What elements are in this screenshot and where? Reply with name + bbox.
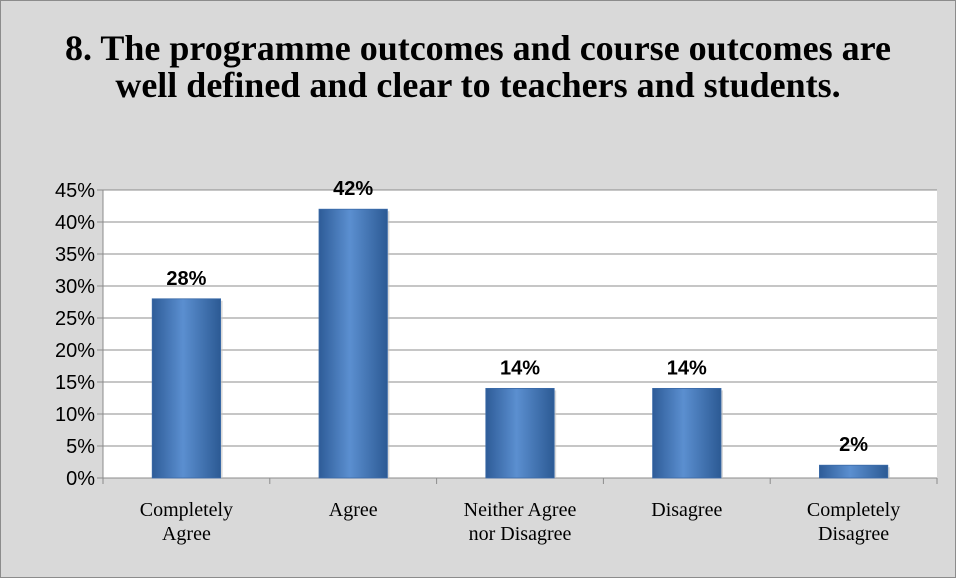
y-tick-label: 30% (55, 276, 95, 298)
chart-title: 8. The programme outcomes and course out… (65, 28, 891, 105)
category-label: Agree (329, 499, 378, 521)
data-label: 42% (333, 178, 373, 200)
data-labels: 28% 42% 14% 14% 2% (166, 178, 868, 456)
data-label: 14% (500, 357, 540, 379)
category-label: Completely (140, 499, 233, 521)
data-label: 28% (166, 268, 206, 290)
category-label: Agree (162, 523, 211, 545)
data-label: 2% (839, 434, 868, 456)
y-tick-label: 40% (55, 212, 95, 234)
y-tick-label: 45% (55, 180, 95, 202)
bars (151, 208, 890, 479)
category-label: Disagree (651, 499, 722, 521)
y-tick-label: 25% (55, 308, 95, 330)
y-tick-label: 20% (55, 340, 95, 362)
y-tick-labels: 0% 5% 10% 15% 20% 25% 30% 35% 40% 45% (55, 180, 95, 490)
bar (318, 208, 388, 479)
category-label: Completely (807, 499, 900, 521)
y-tick-label: 10% (55, 404, 95, 426)
bar (485, 387, 555, 479)
y-tick-label: 35% (55, 244, 95, 266)
data-label: 14% (667, 357, 707, 379)
y-tick-label: 15% (55, 372, 95, 394)
category-label: Disagree (818, 523, 889, 545)
y-tick-label: 0% (66, 468, 95, 490)
category-label: Neither Agree (464, 499, 577, 521)
bar (151, 298, 221, 479)
y-tick-label: 5% (66, 436, 95, 458)
bar (819, 464, 889, 479)
bar (652, 387, 722, 479)
category-label: nor Disagree (469, 523, 572, 545)
